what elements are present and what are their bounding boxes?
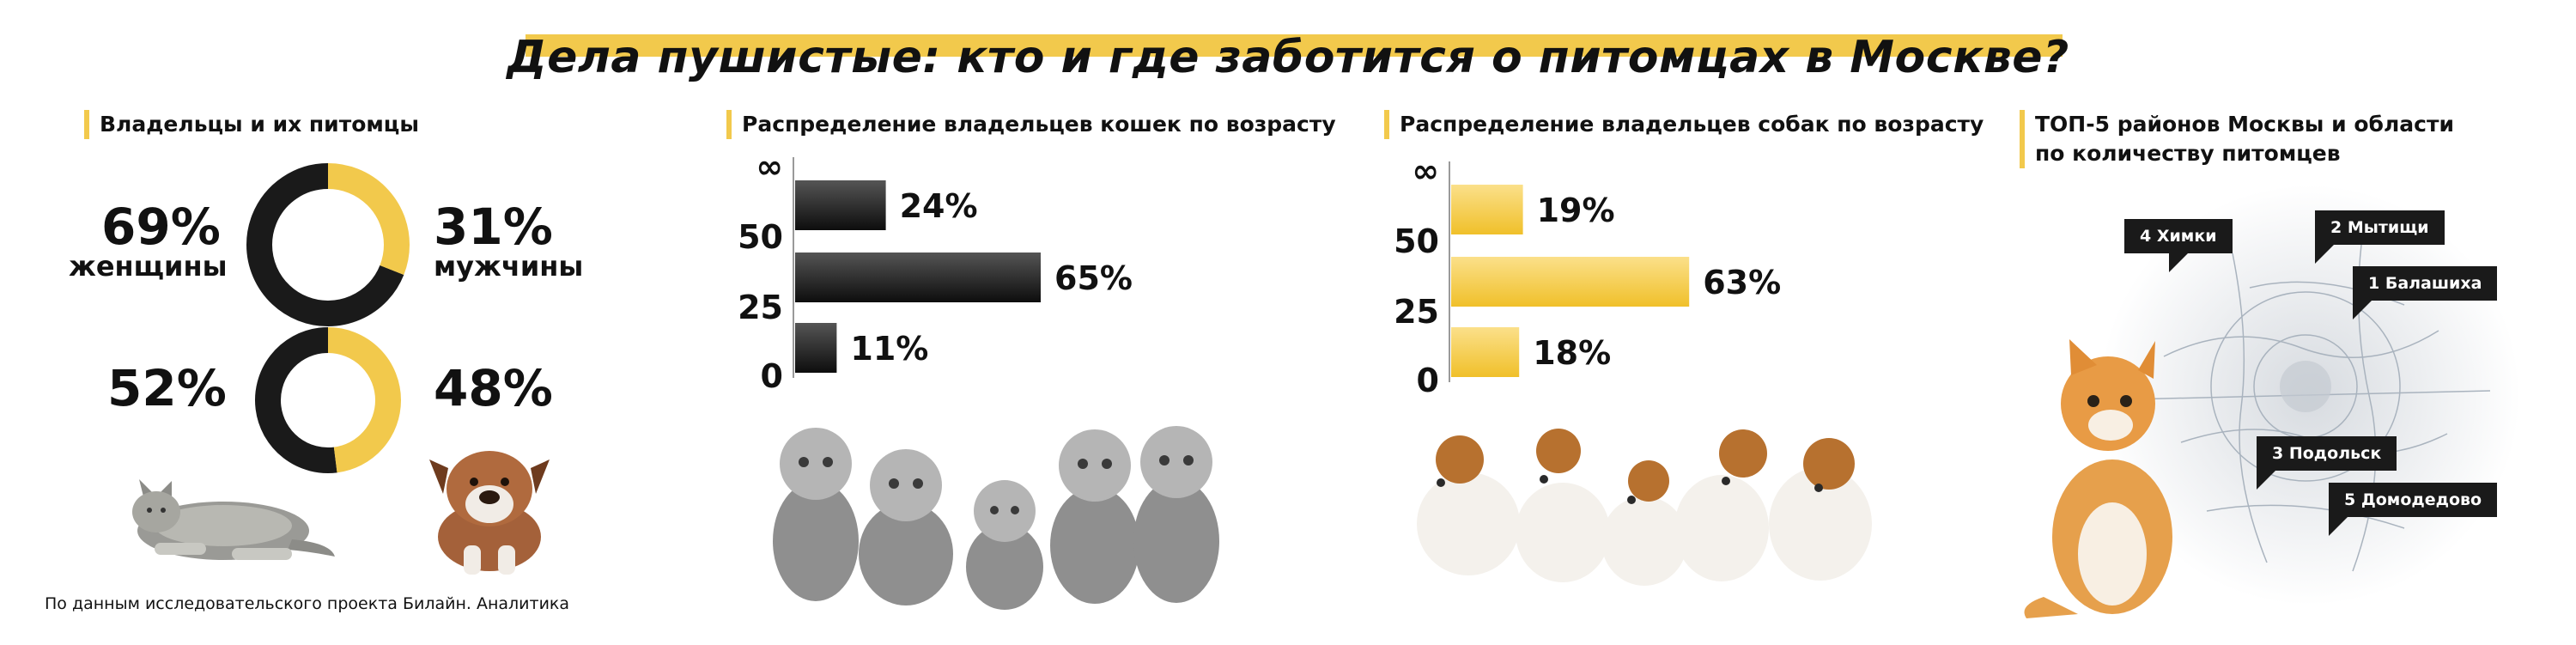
dogs-age-tick-label: ∞ (1412, 155, 1439, 190)
kittens-image (773, 426, 1219, 610)
dogs-age-value-label: 18% (1533, 334, 1611, 372)
map-label-domodedovo-pointer (2329, 517, 2348, 536)
cats-age-value-label: 11% (850, 330, 928, 368)
dogs-age-heading: Распределение владельцев собак по возрас… (1384, 110, 1984, 139)
cats-age-tick-label: 50 (738, 218, 783, 256)
map-label-podolsk-pointer (2257, 471, 2275, 490)
top5-heading-line2: по количеству питомцев (2035, 141, 2341, 166)
cats-age-bar (795, 180, 886, 230)
cats-age-bar (795, 323, 837, 373)
title-highlight (526, 34, 2063, 57)
map-label-balashikha: 1 Балашиха (2353, 266, 2498, 301)
map-label-domodedovo: 5 Домодедово (2329, 483, 2498, 517)
dogs-age-tick-label: 25 (1394, 293, 1439, 331)
title-container: Дела пушистые: кто и где заботится о пит… (0, 27, 2576, 96)
cats-age-value-label: 65% (1054, 259, 1133, 297)
women-pct: 69% (101, 198, 221, 256)
map-label-podolsk: 3 Подольск (2257, 436, 2397, 471)
men-label: мужчины (434, 250, 584, 283)
gender-donut-men-arc (246, 163, 410, 326)
dogs-pct: 48% (434, 359, 553, 417)
source-note: По данным исследовательского проекта Бил… (45, 594, 570, 613)
cats-age-tick-label: ∞ (756, 150, 783, 186)
cats-age-tick-label: 0 (761, 357, 783, 395)
map-label-mytishchi-pointer (2315, 245, 2334, 264)
bulldog-image (429, 451, 550, 575)
gender-donut (246, 163, 410, 326)
orange-kitten-image (2024, 339, 2172, 618)
donut-group (246, 163, 410, 473)
dogs-age-chart: ∞ 50 25 0 19% 63% 18% (1394, 155, 1781, 399)
map-label-mytishchi: 2 Мытищи (2315, 210, 2445, 245)
dogs-age-bar (1451, 327, 1520, 377)
page-title: Дела пушистые: кто и где заботится о пит… (507, 32, 2069, 83)
owners-heading: Владельцы и их питомцы (84, 110, 419, 139)
pets-donut-dogs-arc (255, 327, 401, 473)
map-label-khimki-pointer (2169, 253, 2188, 272)
top5-heading-line1: ТОП-5 районов Москвы и области (2035, 112, 2454, 137)
top5-heading: ТОП-5 районов Москвы и области по количе… (2020, 110, 2454, 168)
puppies-image (1417, 429, 1872, 586)
map-label-khimki: 4 Химки (2124, 219, 2233, 253)
dogs-age-tick-label: 50 (1394, 222, 1439, 260)
dogs-age-bar (1451, 185, 1523, 234)
dogs-age-bar (1451, 257, 1690, 307)
dogs-age-value-label: 63% (1703, 264, 1781, 301)
dogs-age-value-label: 19% (1537, 192, 1615, 229)
cats-age-bar (795, 253, 1041, 302)
cats-age-heading: Распределение владельцев кошек по возрас… (726, 110, 1336, 139)
dogs-age-tick-label: 0 (1417, 362, 1439, 399)
pets-donut (255, 327, 401, 473)
lying-cat-image (132, 479, 335, 560)
cats-age-tick-label: 25 (738, 289, 783, 326)
cats-age-value-label: 24% (900, 187, 978, 225)
men-pct: 31% (434, 198, 553, 256)
map-label-balashikha-pointer (2353, 301, 2372, 319)
women-label: женщины (69, 250, 228, 283)
cats-age-chart: ∞ 50 25 0 24% 65% 11% (738, 150, 1133, 395)
cats-pct: 52% (107, 359, 227, 417)
